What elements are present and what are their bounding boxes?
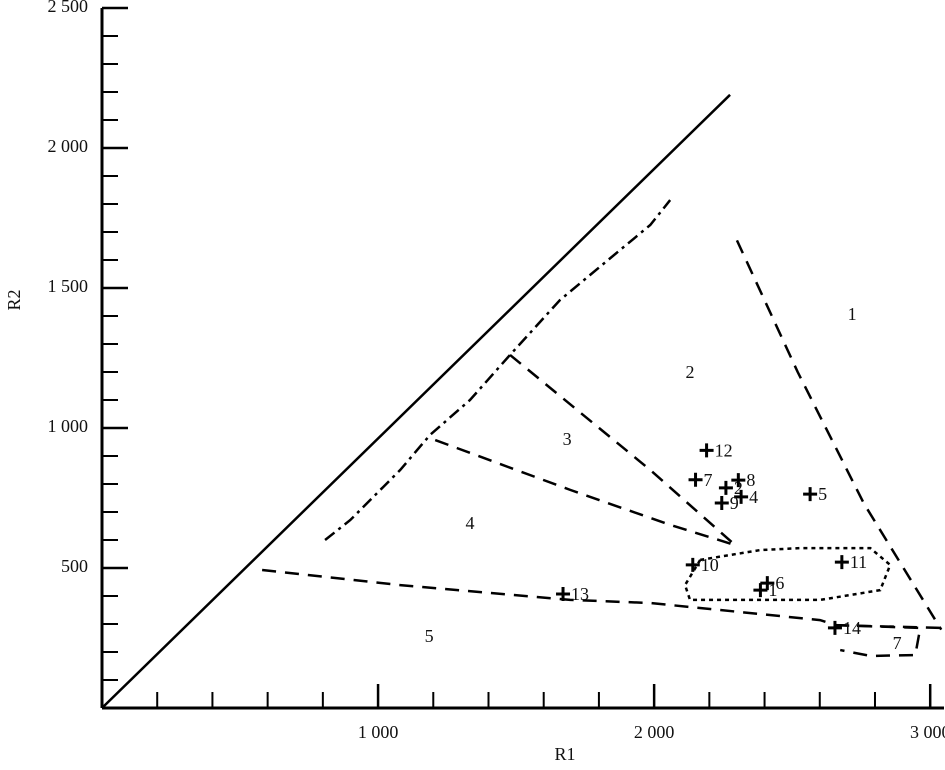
region-label: 1: [848, 304, 857, 324]
sample-point: [714, 496, 729, 511]
boundary-line: [835, 623, 922, 658]
boundary-line: [683, 546, 892, 602]
sample-point: [685, 557, 700, 572]
y-tick-label: 1 000: [48, 416, 89, 436]
point-label: 13: [571, 584, 589, 604]
sample-point: [718, 480, 733, 495]
boundary-line: [735, 239, 943, 631]
point-label: 10: [701, 555, 719, 575]
y-tick-label: 1 500: [48, 276, 89, 296]
region-label: 2: [686, 362, 695, 382]
sample-point: [731, 473, 746, 488]
sample-point: [753, 583, 768, 598]
point-label: 11: [850, 552, 867, 572]
region-label: 5: [425, 626, 434, 646]
y-axis-label: R2: [4, 289, 24, 310]
boundary-line: [324, 199, 672, 541]
point-label: 12: [715, 441, 733, 461]
point-label: 5: [818, 484, 827, 504]
point-label: 7: [704, 470, 713, 490]
sample-point: [803, 487, 818, 502]
sample-point: [834, 555, 849, 570]
boundary-line: [509, 353, 736, 546]
point-label: 14: [843, 618, 861, 638]
sample-point: [556, 587, 571, 602]
x-tick-label: 3 000: [910, 722, 945, 742]
x-axis-label: R1: [554, 744, 575, 764]
sample-point: [760, 576, 775, 591]
sample-point: [699, 443, 714, 458]
region-label: 3: [563, 429, 572, 449]
sample-point: [688, 472, 703, 487]
point-label: 2: [734, 478, 743, 498]
point-label: 9: [730, 493, 739, 513]
point-label: 8: [746, 470, 755, 490]
y-tick-label: 2 500: [48, 0, 89, 16]
sample-point: [827, 620, 842, 635]
boundary-line: [101, 93, 731, 709]
point-label: 1: [768, 580, 777, 600]
sample-point: [734, 489, 749, 504]
boundary-line: [261, 568, 941, 630]
region-label: 4: [465, 513, 474, 533]
boundary-line: [434, 438, 736, 547]
x-tick-label: 2 000: [634, 722, 675, 742]
point-label: 4: [749, 487, 758, 507]
y-tick-label: 2 000: [48, 136, 89, 156]
y-tick-label: 500: [61, 556, 88, 576]
x-tick-label: 1 000: [358, 722, 399, 742]
region-label: 7: [893, 633, 902, 653]
point-label: 6: [775, 573, 784, 593]
